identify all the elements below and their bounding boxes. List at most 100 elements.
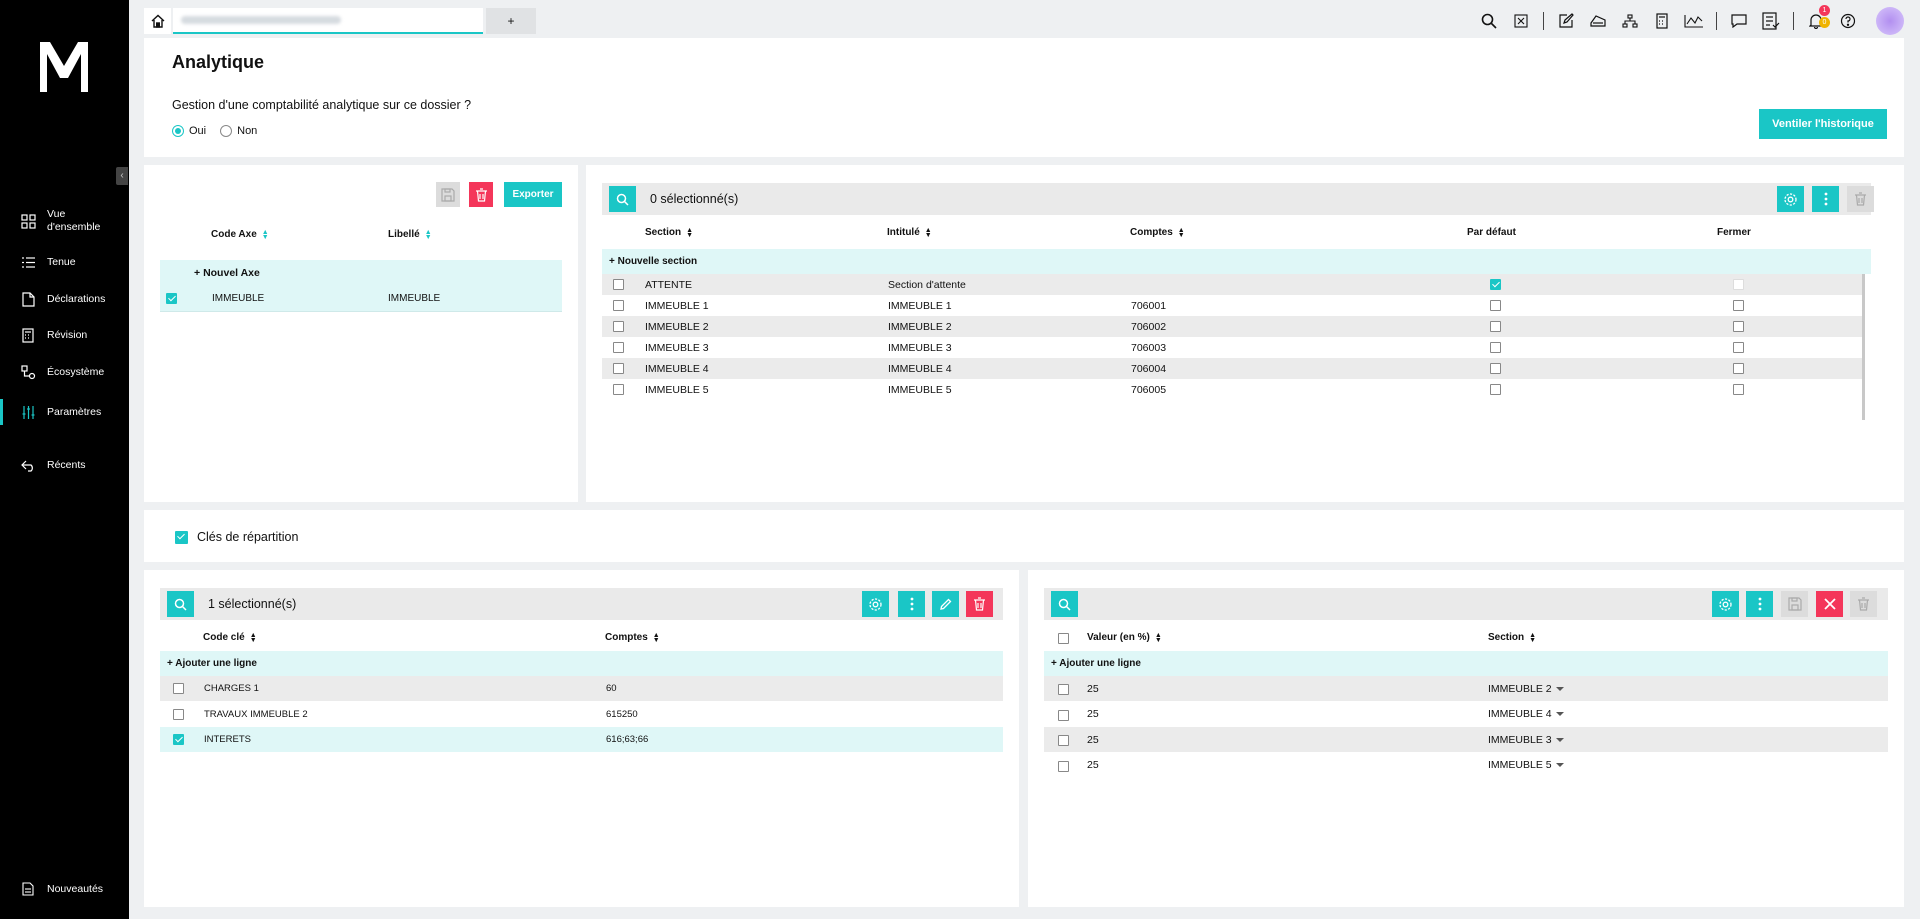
select-all-checkbox[interactable]	[1058, 633, 1069, 644]
table-row[interactable]: INTERETS 616;63;66	[160, 727, 1003, 752]
par-defaut-checkbox[interactable]	[1490, 300, 1501, 311]
more-options-button[interactable]	[1812, 186, 1839, 212]
sidebar-item-nouveautes[interactable]: Nouveautés	[0, 880, 129, 898]
add-line-row[interactable]: + Ajouter une ligne	[160, 651, 1003, 676]
scanner-icon[interactable]	[1588, 11, 1608, 31]
table-row[interactable]: IMMEUBLE 3 IMMEUBLE 3 706003	[602, 337, 1862, 358]
search-button[interactable]	[609, 186, 636, 212]
row-checkbox[interactable]	[613, 279, 624, 290]
edit-icon[interactable]	[1556, 11, 1576, 31]
settings-button[interactable]	[862, 591, 889, 617]
radio-non[interactable]	[220, 125, 233, 137]
par-defaut-checkbox[interactable]	[1490, 279, 1501, 290]
delete-button[interactable]	[469, 182, 493, 207]
home-tab[interactable]	[144, 8, 171, 34]
radio-oui[interactable]	[172, 125, 184, 137]
sidebar-item-parametres[interactable]: Paramètres	[0, 399, 129, 425]
sidebar-item-revision[interactable]: Révision	[0, 326, 129, 344]
settings-button[interactable]	[1777, 186, 1804, 212]
column-header-section[interactable]: Section ▲ ▼	[645, 227, 693, 239]
row-checkbox[interactable]	[613, 342, 624, 353]
par-defaut-checkbox[interactable]	[1490, 384, 1501, 395]
cles-checkbox[interactable]	[175, 531, 188, 544]
column-header-libelle[interactable]: Libellé ▲ ▼	[388, 229, 432, 241]
row-checkbox[interactable]	[173, 734, 184, 745]
table-row[interactable]: 25 IMMEUBLE 3	[1044, 727, 1888, 752]
chat-icon[interactable]	[1729, 11, 1749, 31]
chart-line-icon[interactable]	[1684, 11, 1704, 31]
section-dropdown[interactable]: IMMEUBLE 4	[1488, 708, 1564, 720]
table-row[interactable]: 25 IMMEUBLE 5	[1044, 752, 1888, 778]
fermer-checkbox[interactable]	[1733, 342, 1744, 353]
document-tab[interactable]	[173, 8, 483, 34]
new-section-row[interactable]: + Nouvelle section	[602, 249, 1871, 274]
row-checkbox[interactable]	[613, 384, 624, 395]
table-row[interactable]: 25 IMMEUBLE 2	[1044, 676, 1888, 701]
hierarchy-icon[interactable]	[1620, 11, 1640, 31]
save-button[interactable]	[1781, 591, 1808, 617]
row-checkbox[interactable]	[613, 363, 624, 374]
column-header-intitule[interactable]: Intitulé ▲ ▼	[887, 227, 932, 239]
sidebar-item-declarations[interactable]: Déclarations	[0, 290, 129, 308]
section-dropdown[interactable]: IMMEUBLE 3	[1488, 734, 1564, 746]
search-icon[interactable]	[1479, 11, 1499, 31]
delete-button[interactable]	[1850, 591, 1877, 617]
section-dropdown[interactable]: IMMEUBLE 5	[1488, 759, 1564, 771]
section-dropdown[interactable]: IMMEUBLE 2	[1488, 683, 1564, 695]
table-row[interactable]: IMMEUBLE 1 IMMEUBLE 1 706001	[602, 295, 1862, 316]
par-defaut-checkbox[interactable]	[1490, 342, 1501, 353]
column-header-valeur[interactable]: Valeur (en %) ▲ ▼	[1087, 632, 1162, 644]
table-row[interactable]: 25 IMMEUBLE 4	[1044, 701, 1888, 727]
sidebar-item-tenue[interactable]: Tenue	[0, 253, 129, 271]
table-row[interactable]: IMMEUBLE 5 IMMEUBLE 5 706005	[602, 379, 1862, 400]
row-checkbox[interactable]	[1058, 684, 1069, 695]
table-row[interactable]: IMMEUBLE IMMEUBLE	[160, 286, 562, 312]
fermer-checkbox[interactable]	[1733, 321, 1744, 332]
row-checkbox[interactable]	[613, 300, 624, 311]
avatar[interactable]	[1876, 7, 1904, 35]
delete-button[interactable]	[966, 591, 993, 617]
sidebar-item-ecosysteme[interactable]: Écosystème	[0, 363, 129, 381]
column-header-code-cle[interactable]: Code clé ▲ ▼	[203, 632, 257, 644]
delete-button[interactable]	[1847, 186, 1874, 212]
row-checkbox[interactable]	[173, 708, 184, 720]
fermer-checkbox[interactable]	[1733, 300, 1744, 311]
table-row[interactable]: TRAVAUX IMMEUBLE 2 615250	[160, 701, 1003, 727]
fermer-checkbox[interactable]	[1733, 384, 1744, 395]
row-checkbox[interactable]	[613, 321, 624, 332]
sidebar-collapse-button[interactable]: ‹	[116, 167, 128, 185]
checklist-icon[interactable]	[1761, 11, 1781, 31]
more-options-button[interactable]	[1746, 591, 1773, 617]
app-logo[interactable]	[38, 38, 90, 94]
new-tab-button[interactable]: +	[486, 8, 536, 34]
row-checkbox[interactable]	[1058, 735, 1069, 746]
table-row[interactable]: IMMEUBLE 4 IMMEUBLE 4 706004	[602, 358, 1862, 379]
row-checkbox[interactable]	[1058, 760, 1069, 772]
calculator-icon[interactable]	[1652, 11, 1672, 31]
search-button[interactable]	[167, 591, 194, 617]
sidebar-item-recents[interactable]: Récents	[0, 456, 129, 474]
ventiler-historique-button[interactable]: Ventiler l'historique	[1759, 109, 1887, 139]
export-button[interactable]: Exporter	[504, 182, 562, 207]
fermer-checkbox[interactable]	[1733, 363, 1744, 374]
table-row[interactable]: IMMEUBLE 2 IMMEUBLE 2 706002	[602, 316, 1862, 337]
par-defaut-checkbox[interactable]	[1490, 321, 1501, 332]
new-axis-row[interactable]: + Nouvel Axe	[160, 260, 562, 286]
row-checkbox[interactable]	[166, 293, 177, 304]
excel-icon[interactable]	[1511, 11, 1531, 31]
add-line-row[interactable]: + Ajouter une ligne	[1044, 651, 1888, 676]
column-header-comptes[interactable]: Comptes ▲ ▼	[1130, 227, 1185, 239]
sidebar-item-overview[interactable]: Vue d'ensemble	[0, 206, 129, 236]
column-header-comptes[interactable]: Comptes ▲ ▼	[605, 632, 660, 644]
scrollbar[interactable]	[1862, 274, 1865, 420]
search-button[interactable]	[1051, 591, 1078, 617]
cancel-button[interactable]	[1816, 591, 1843, 617]
table-row[interactable]: CHARGES 1 60	[160, 676, 1003, 701]
save-button[interactable]	[436, 182, 460, 207]
column-header-code-axe[interactable]: Code Axe ▲ ▼	[211, 229, 269, 241]
row-checkbox[interactable]	[173, 683, 184, 694]
more-options-button[interactable]	[898, 591, 925, 617]
bell-icon[interactable]: 1 0	[1806, 5, 1830, 31]
par-defaut-checkbox[interactable]	[1490, 363, 1501, 374]
edit-button[interactable]	[932, 591, 959, 617]
